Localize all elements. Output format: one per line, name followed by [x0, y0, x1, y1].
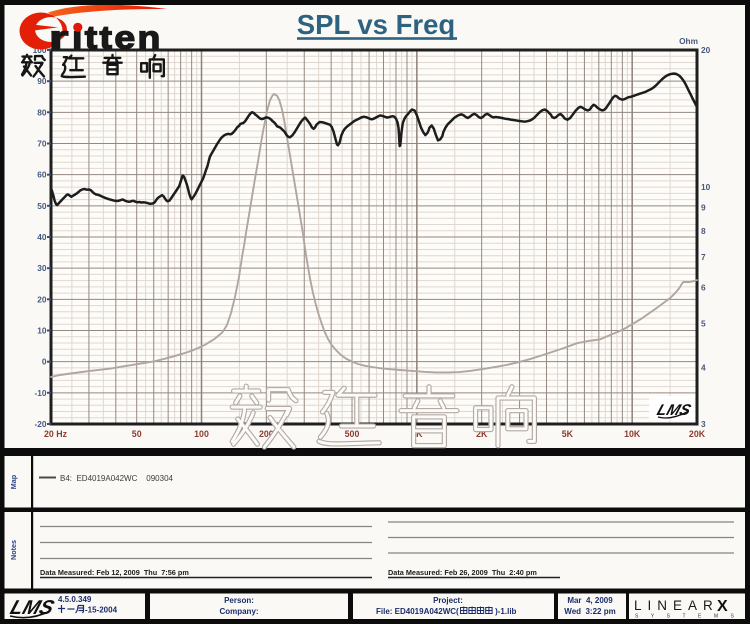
svg-text:-20: -20 — [35, 419, 47, 429]
svg-text:LMS: LMS — [7, 596, 57, 618]
svg-text:500: 500 — [345, 429, 360, 439]
svg-text:r: r — [49, 19, 71, 55]
svg-text:30: 30 — [37, 263, 47, 273]
svg-text:LINEAR: LINEAR — [634, 598, 719, 613]
svg-text:20K: 20K — [689, 429, 706, 439]
svg-text:Wed 3:22 pm: Wed 3:22 pm — [564, 607, 615, 616]
svg-text:10: 10 — [701, 182, 711, 192]
svg-text:50: 50 — [132, 429, 142, 439]
svg-text:70: 70 — [37, 139, 47, 149]
svg-text:)-1.lib: )-1.lib — [495, 607, 516, 616]
svg-text:Project:: Project: — [433, 596, 463, 605]
svg-text:80: 80 — [37, 107, 47, 117]
svg-text:20 Hz: 20 Hz — [44, 429, 68, 439]
svg-text:ıtten: ıtten — [72, 20, 163, 56]
svg-text:Data Measured: Feb 26, 2009 T: Data Measured: Feb 26, 2009 Thu 2:40 pm — [388, 568, 537, 577]
svg-text:1K: 1K — [411, 429, 423, 439]
svg-text:9: 9 — [701, 203, 706, 213]
svg-text:60: 60 — [37, 170, 47, 180]
svg-text:200: 200 — [259, 429, 274, 439]
svg-text:SYSTEMS: SYSTEMS — [635, 614, 746, 620]
svg-text:X: X — [717, 598, 728, 615]
svg-text:5K: 5K — [562, 429, 574, 439]
svg-text:20: 20 — [701, 45, 711, 55]
svg-text:20: 20 — [37, 294, 47, 304]
svg-text:Mar 4, 2009: Mar 4, 2009 — [567, 596, 613, 605]
svg-text:Person:: Person: — [224, 596, 254, 605]
svg-text:10K: 10K — [624, 429, 641, 439]
svg-text:40: 40 — [37, 232, 47, 242]
svg-text:Company:: Company: — [219, 607, 258, 616]
svg-text:2K: 2K — [476, 429, 488, 439]
svg-text:10: 10 — [37, 326, 47, 336]
svg-text:7: 7 — [701, 252, 706, 262]
svg-text:4: 4 — [701, 363, 706, 373]
svg-text:100: 100 — [33, 45, 47, 55]
svg-text:-10: -10 — [35, 388, 47, 398]
svg-text:100: 100 — [194, 429, 209, 439]
svg-text:SPL vs Freq: SPL vs Freq — [297, 9, 455, 40]
svg-text:0: 0 — [42, 357, 47, 367]
svg-text:3: 3 — [701, 419, 706, 429]
svg-text:Data Measured: Feb 12, 2009 T: Data Measured: Feb 12, 2009 Thu 7:56 pm — [40, 568, 189, 577]
svg-text:B4: ED4019A042WC 090304: B4: ED4019A042WC 090304 — [60, 474, 174, 483]
svg-text:4.5.0.349: 4.5.0.349 — [58, 595, 92, 604]
svg-text:Notes: Notes — [9, 540, 18, 560]
svg-text:File: ED4019A042WC(: File: ED4019A042WC( — [376, 607, 459, 616]
svg-text:-15-2004: -15-2004 — [85, 606, 118, 615]
svg-text:6: 6 — [701, 283, 706, 293]
svg-text:Ohm: Ohm — [679, 36, 698, 46]
svg-text:8: 8 — [701, 226, 706, 236]
svg-text:90: 90 — [37, 76, 47, 86]
svg-text:50: 50 — [37, 201, 47, 211]
svg-text:Map: Map — [9, 474, 18, 489]
svg-text:5: 5 — [701, 319, 706, 329]
svg-text:LMS: LMS — [655, 402, 693, 419]
